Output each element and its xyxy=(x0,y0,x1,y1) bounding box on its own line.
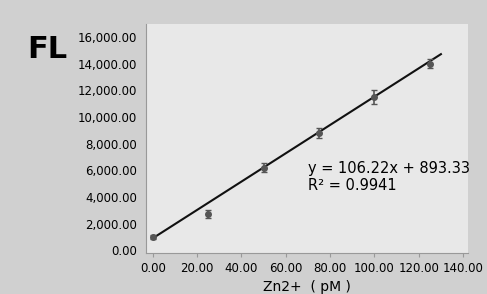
Text: FL: FL xyxy=(27,35,67,64)
Text: y = 106.22x + 893.33
R² = 0.9941: y = 106.22x + 893.33 R² = 0.9941 xyxy=(308,161,470,193)
X-axis label: Zn2+  ( pM ): Zn2+ ( pM ) xyxy=(263,280,351,294)
